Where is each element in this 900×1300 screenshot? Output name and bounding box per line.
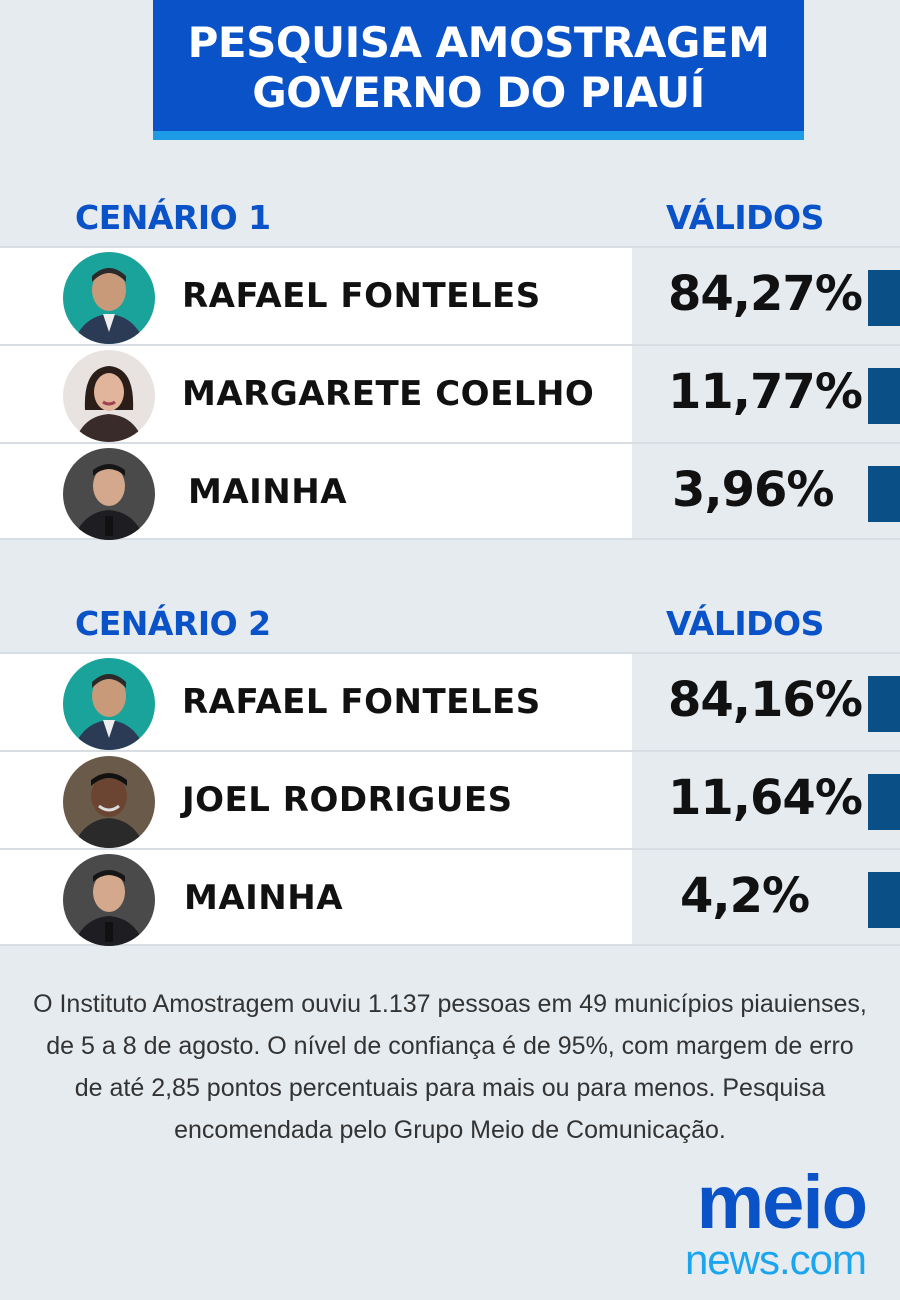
candidate-name: MAINHA bbox=[184, 878, 344, 918]
result-bar bbox=[868, 270, 900, 326]
logo-meio: meio bbox=[696, 1160, 868, 1245]
candidate-percent: 3,96% bbox=[672, 462, 835, 518]
candidate-row: JOEL RODRIGUES 11,64% bbox=[0, 750, 900, 848]
page-title: PESQUISA AMOSTRAGEM GOVERNO DO PIAUÍ bbox=[153, 0, 804, 140]
candidate-percent: 11,64% bbox=[668, 770, 863, 826]
candidate-row: MAINHA 4,2% bbox=[0, 848, 900, 946]
candidate-name: RAFAEL FONTELES bbox=[182, 682, 541, 722]
candidate-row: RAFAEL FONTELES 84,27% bbox=[0, 246, 900, 344]
column-header-validos: VÁLIDOS bbox=[666, 198, 824, 237]
result-bar bbox=[868, 676, 900, 732]
candidate-row: MAINHA 3,96% bbox=[0, 442, 900, 540]
scenario-label: CENÁRIO 1 bbox=[75, 198, 271, 237]
scenario-label: CENÁRIO 2 bbox=[75, 604, 271, 643]
result-bar bbox=[868, 368, 900, 424]
methodology-note: O Instituto Amostragem ouviu 1.137 pesso… bbox=[33, 990, 867, 1144]
candidate-name: RAFAEL FONTELES bbox=[182, 276, 541, 316]
candidate-photo-icon bbox=[63, 658, 155, 750]
candidate-percent: 84,16% bbox=[668, 672, 863, 728]
candidate-photo-icon bbox=[63, 350, 155, 442]
result-bar bbox=[868, 466, 900, 522]
scenario-header: CENÁRIO 1 VÁLIDOS bbox=[0, 186, 900, 246]
candidate-row: MARGARETE COELHO 11,77% bbox=[0, 344, 900, 442]
candidate-name: JOEL RODRIGUES bbox=[182, 780, 513, 820]
candidate-photo-icon bbox=[63, 448, 155, 540]
result-bar bbox=[868, 774, 900, 830]
candidate-photo-icon bbox=[63, 756, 155, 848]
candidate-photo-icon bbox=[63, 252, 155, 344]
candidate-row: RAFAEL FONTELES 84,16% bbox=[0, 652, 900, 750]
scenario-1: CENÁRIO 1 VÁLIDOS RAFAEL FONTELES 84,27%… bbox=[0, 186, 900, 540]
candidate-percent: 4,2% bbox=[680, 868, 810, 924]
column-header-validos: VÁLIDOS bbox=[666, 604, 824, 643]
title-line-1: PESQUISA AMOSTRAGEM bbox=[187, 18, 770, 67]
result-bar bbox=[868, 872, 900, 928]
meionews-logo: meio news.com bbox=[636, 1160, 868, 1283]
scenario-2: CENÁRIO 2 VÁLIDOS RAFAEL FONTELES 84,16%… bbox=[0, 592, 900, 946]
logo-news: news.com bbox=[684, 1236, 867, 1283]
candidate-name: MAINHA bbox=[188, 472, 348, 512]
title-line-2: GOVERNO DO PIAUÍ bbox=[252, 68, 705, 117]
candidate-photo-icon bbox=[63, 854, 155, 946]
scenario-header: CENÁRIO 2 VÁLIDOS bbox=[0, 592, 900, 652]
candidate-percent: 84,27% bbox=[668, 266, 863, 322]
candidate-percent: 11,77% bbox=[668, 364, 863, 420]
candidate-name: MARGARETE COELHO bbox=[182, 374, 595, 414]
